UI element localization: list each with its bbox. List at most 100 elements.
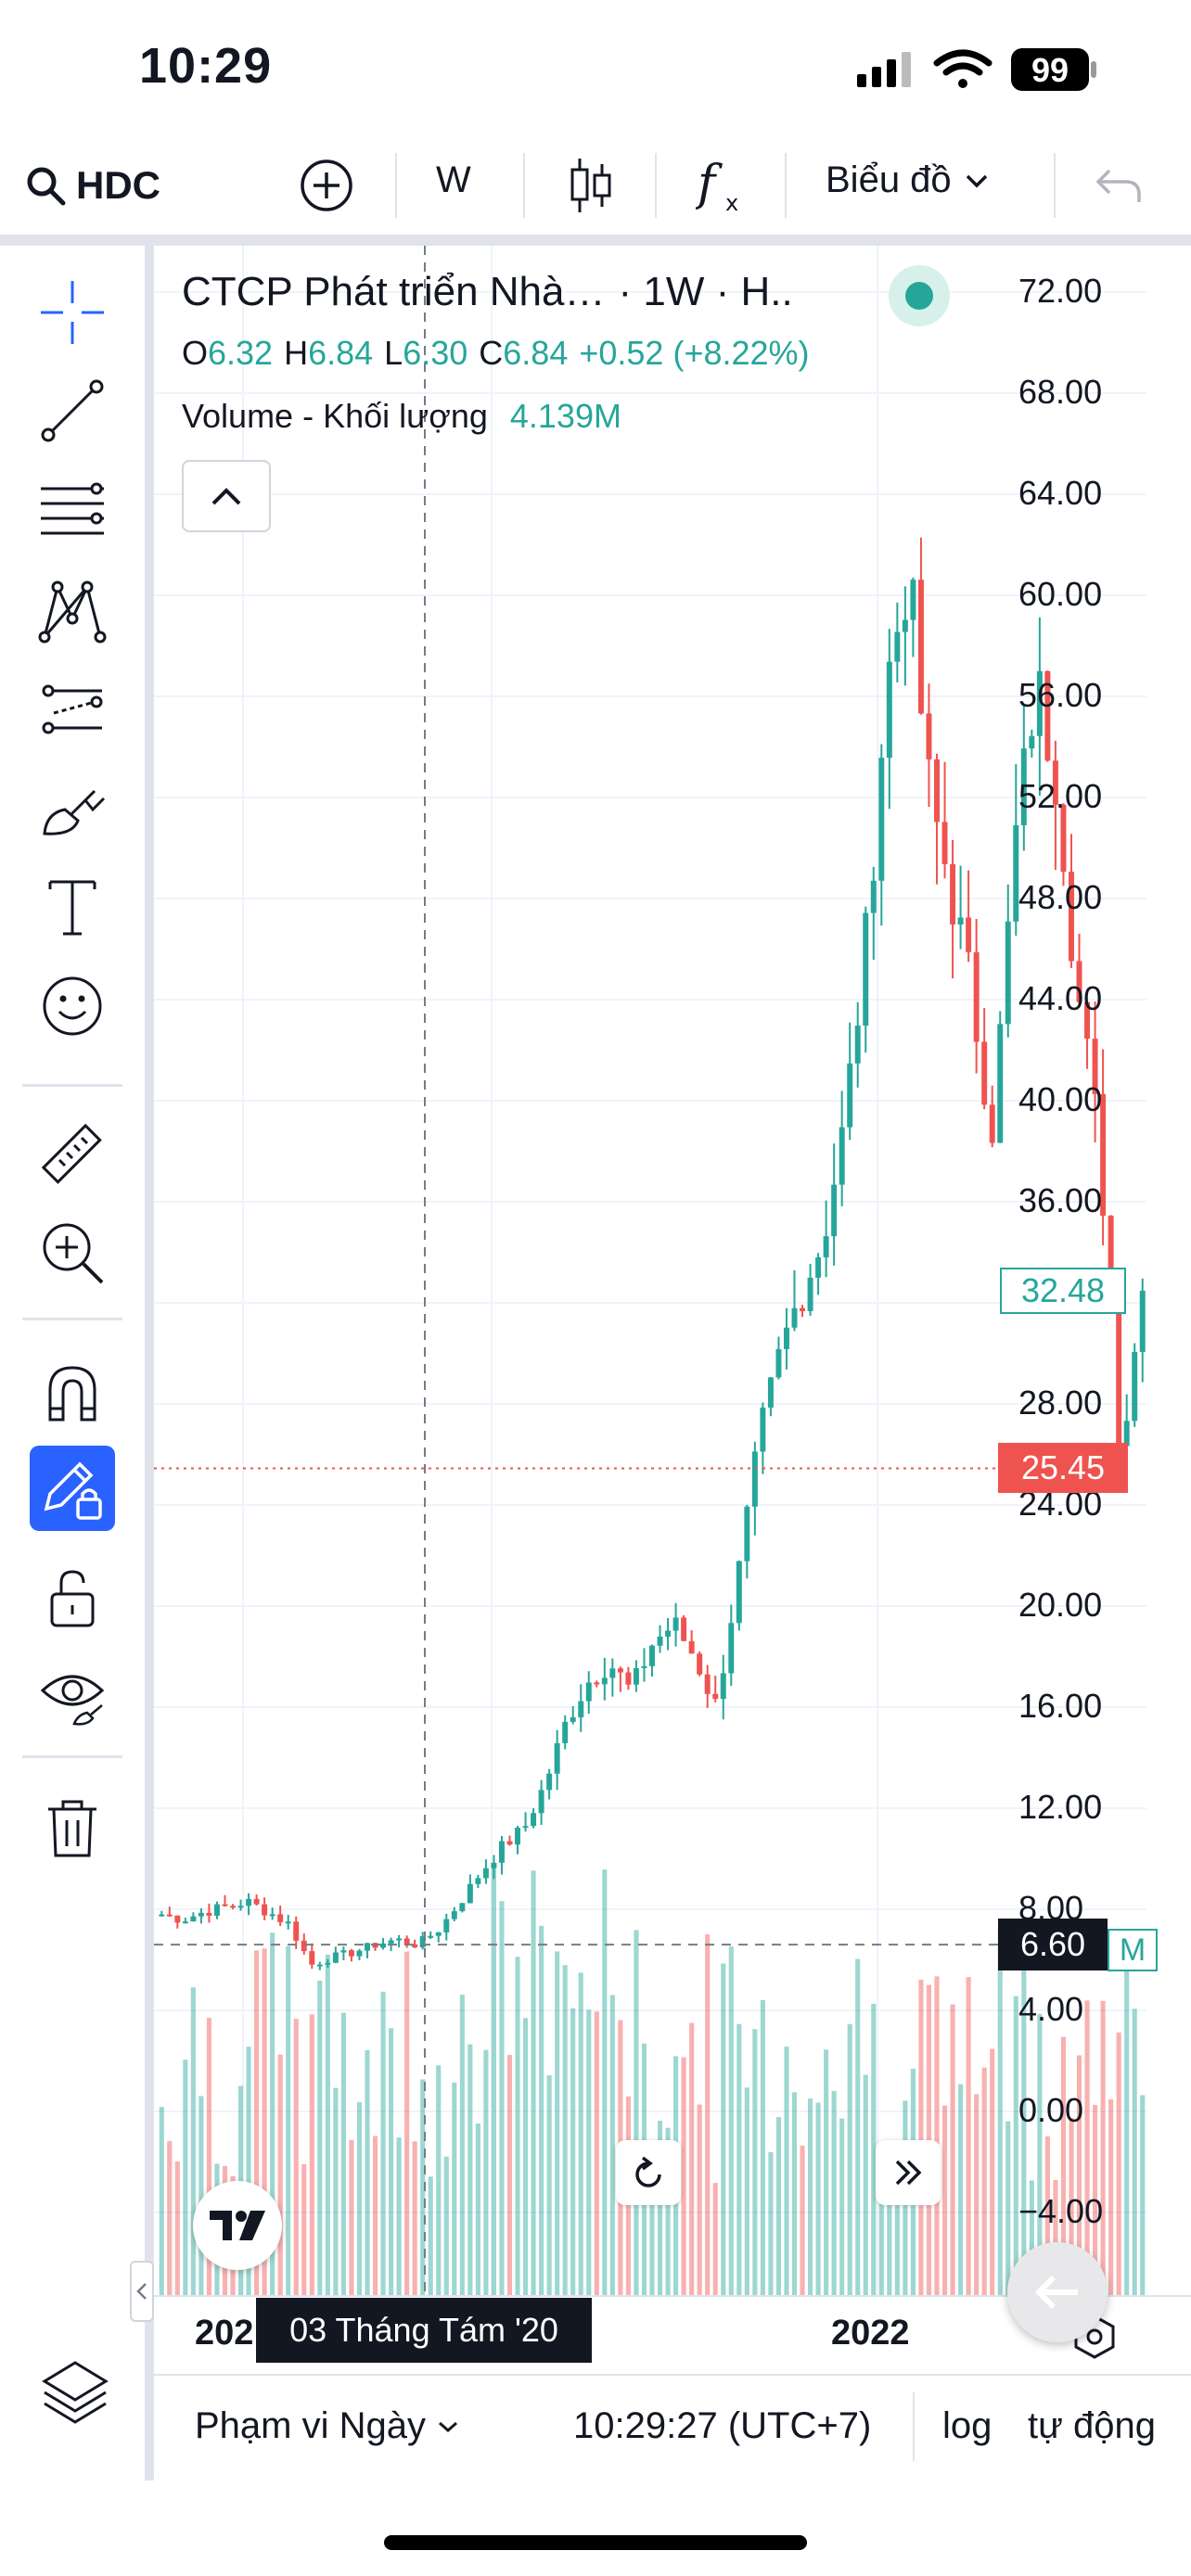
auto-scale-toggle[interactable]: tự động bbox=[1028, 2405, 1156, 2446]
trend-line-tool[interactable] bbox=[35, 374, 109, 448]
candle-body bbox=[800, 1307, 806, 1312]
back-arrow-button[interactable] bbox=[1007, 2242, 1108, 2342]
remove-drawings-tool[interactable] bbox=[35, 1791, 109, 1865]
candle-body bbox=[617, 1668, 623, 1673]
volume-bar bbox=[808, 2098, 813, 2295]
interval-button[interactable]: W bbox=[436, 159, 471, 200]
candle-body bbox=[839, 1127, 845, 1185]
volume-bar bbox=[167, 2140, 173, 2295]
candle-body bbox=[1060, 804, 1067, 873]
last-price-label: 32.48 bbox=[1000, 1267, 1126, 1314]
date-range-button[interactable]: Phạm vi Ngày bbox=[195, 2405, 459, 2447]
candle-body bbox=[973, 951, 980, 1042]
candle-body bbox=[174, 1915, 181, 1923]
volume-bar bbox=[183, 2060, 188, 2295]
candle-body bbox=[237, 1906, 244, 1908]
volume-bar bbox=[824, 2049, 829, 2295]
volume-bar bbox=[246, 2047, 251, 2295]
candlestick-type-icon[interactable] bbox=[566, 153, 616, 218]
candle-body bbox=[941, 822, 948, 864]
fib-retracement-tool[interactable] bbox=[35, 474, 109, 548]
hide-drawings-tool[interactable] bbox=[35, 1657, 109, 1731]
log-scale-toggle[interactable]: log bbox=[942, 2405, 992, 2446]
candle-body bbox=[380, 1943, 387, 1948]
candle-body bbox=[1076, 961, 1082, 1002]
volume-bar bbox=[1029, 2180, 1034, 2295]
chevron-up-icon bbox=[211, 488, 241, 505]
candle-body bbox=[459, 1903, 466, 1912]
volume-bar bbox=[697, 2104, 702, 2295]
legend-volume[interactable]: Volume - Khối lượng 4.139M bbox=[182, 397, 621, 436]
close-value: 6.84 bbox=[503, 334, 569, 372]
volume-bar bbox=[506, 2055, 513, 2295]
open-key: O bbox=[182, 334, 209, 372]
candle-body bbox=[989, 1104, 995, 1143]
volume-bar bbox=[1021, 1965, 1027, 2295]
candle-body bbox=[190, 1916, 197, 1922]
pattern-tool[interactable] bbox=[35, 574, 109, 648]
lock-all-drawings-tool[interactable] bbox=[35, 1561, 109, 1635]
panel-separator bbox=[22, 1084, 122, 1087]
candle-body bbox=[1052, 760, 1058, 805]
candle-body bbox=[657, 1636, 663, 1646]
candle-body bbox=[253, 1898, 260, 1905]
chevron-down-icon bbox=[966, 174, 987, 187]
price-axis-label: 12.00 bbox=[1018, 1788, 1103, 1826]
symbol-description: CTCP Phát triển Nhà… bbox=[182, 269, 606, 314]
reset-chart-button[interactable] bbox=[616, 2140, 681, 2205]
volume-bar bbox=[981, 2067, 987, 2295]
drawing-tools-panel bbox=[0, 246, 145, 2490]
scroll-to-realtime-button[interactable] bbox=[876, 2140, 941, 2205]
crosshair-tool[interactable] bbox=[35, 275, 109, 350]
candle-body bbox=[498, 1841, 505, 1863]
add-compare-icon[interactable] bbox=[299, 158, 354, 213]
candle-body bbox=[554, 1742, 560, 1774]
toolbar-separator bbox=[655, 153, 657, 218]
collapse-legend-button[interactable] bbox=[182, 460, 271, 532]
brush-tool[interactable] bbox=[35, 771, 109, 845]
volume-bar bbox=[594, 2011, 599, 2295]
svg-text:x: x bbox=[725, 190, 738, 216]
candle-body bbox=[886, 661, 892, 759]
candle-body bbox=[578, 1701, 584, 1717]
price-chart[interactable] bbox=[154, 246, 1191, 2295]
collapse-panel-handle[interactable] bbox=[130, 2261, 154, 2322]
price-axis-label: 68.00 bbox=[1018, 373, 1103, 411]
volume-bar bbox=[1100, 2000, 1106, 2295]
magnet-tool[interactable] bbox=[35, 1357, 109, 1431]
text-tool[interactable] bbox=[35, 871, 109, 945]
arrow-left-icon bbox=[1034, 2275, 1078, 2310]
brush-icon bbox=[43, 789, 106, 835]
symbol-search-button[interactable]: HDC bbox=[24, 156, 160, 215]
market-status-indicator[interactable] bbox=[889, 265, 950, 326]
legend-timeframe: · 1W · H.. bbox=[618, 269, 793, 314]
stay-in-drawing-mode-tool[interactable] bbox=[30, 1446, 115, 1531]
volume-bar bbox=[887, 2166, 892, 2295]
volume-bar bbox=[475, 2123, 480, 2295]
volume-bar bbox=[159, 2107, 164, 2295]
tradingview-logo[interactable] bbox=[193, 2181, 282, 2270]
layers-icon[interactable] bbox=[39, 2353, 111, 2426]
ruler-tool[interactable] bbox=[35, 1117, 109, 1192]
volume-bar bbox=[831, 2090, 837, 2295]
indicators-fx-icon[interactable]: f x bbox=[696, 153, 751, 218]
candle-body bbox=[522, 1826, 529, 1829]
volume-bar bbox=[966, 1977, 971, 2295]
zoom-in-tool[interactable] bbox=[35, 1216, 109, 1290]
volume-bar bbox=[800, 2145, 805, 2295]
candle-body bbox=[538, 1790, 544, 1814]
prediction-tool[interactable] bbox=[35, 672, 109, 746]
layout-menu-button[interactable]: Biểu đồ bbox=[826, 159, 989, 201]
candle-body bbox=[736, 1561, 742, 1624]
toolbar-divider bbox=[0, 235, 1191, 246]
legend-title-row[interactable]: CTCP Phát triển Nhà… · 1W · H.. bbox=[182, 269, 793, 315]
candle-body bbox=[917, 580, 924, 714]
chevron-left-icon bbox=[136, 2283, 147, 2300]
emoji-tool[interactable] bbox=[35, 969, 109, 1043]
volume-bar bbox=[380, 1991, 386, 2295]
undo-icon[interactable] bbox=[1093, 163, 1143, 208]
chart-pane[interactable] bbox=[154, 246, 1191, 2295]
clock-timezone[interactable]: 10:29:27 (UTC+7) bbox=[573, 2405, 872, 2446]
candle-body bbox=[182, 1921, 188, 1924]
volume-bar bbox=[277, 2054, 283, 2295]
